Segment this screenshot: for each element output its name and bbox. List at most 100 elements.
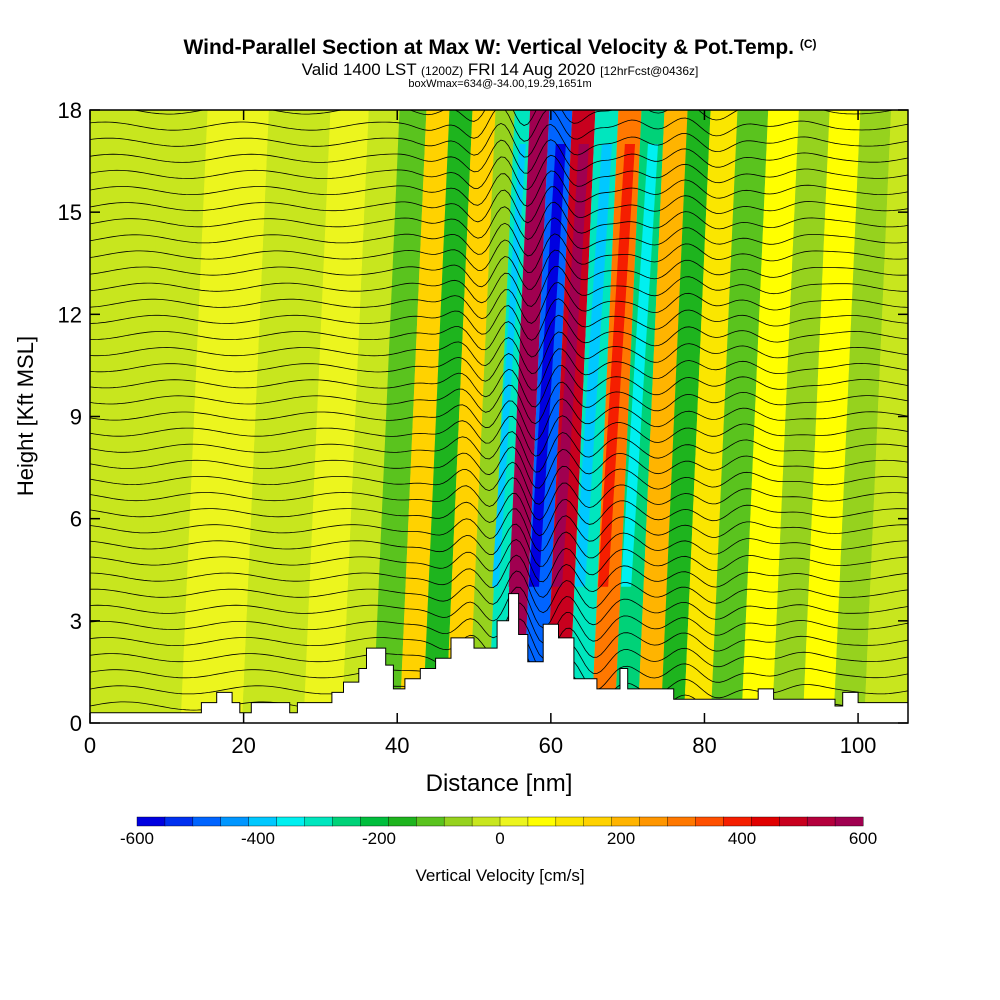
x-axis: 0 20 40 60 80 100 xyxy=(84,110,877,758)
isentrope-line xyxy=(90,186,908,224)
copyright-mark: (C) xyxy=(799,37,817,51)
w-band-core xyxy=(508,144,544,587)
isentrope-line xyxy=(90,554,908,598)
isentrope-line xyxy=(90,492,908,537)
w-band xyxy=(772,110,830,723)
isentrope-line xyxy=(90,381,908,425)
w-band-core xyxy=(528,144,566,587)
isentrope-line xyxy=(90,217,908,257)
isentrope-line xyxy=(90,233,908,274)
colorbar-swatch xyxy=(192,816,222,827)
colorbar: -600 -400 -200 0 200 400 600 xyxy=(120,816,877,848)
x-tick-label: 0 xyxy=(84,733,96,758)
isentrope-line xyxy=(90,477,908,521)
colorbar-swatch xyxy=(360,816,389,827)
w-band xyxy=(637,110,688,723)
colorbar-tick-label: -400 xyxy=(241,829,275,848)
isentrope-line xyxy=(90,461,908,505)
isentrope-line xyxy=(90,122,908,158)
chart-title-text: Wind-Parallel Section at Max W: Vertical… xyxy=(183,36,794,59)
w-band xyxy=(864,110,908,723)
w-band-core xyxy=(551,144,589,587)
colorbar-swatch xyxy=(667,816,696,827)
colorbar-swatch xyxy=(388,816,417,827)
isentrope-line xyxy=(90,201,908,240)
w-band-core xyxy=(621,144,659,587)
colorbar-swatch xyxy=(276,816,306,827)
colorbar-swatch xyxy=(416,816,445,827)
isentrope-line xyxy=(90,523,908,567)
colorbar-tick-label: 0 xyxy=(495,829,504,848)
w-band xyxy=(710,110,769,723)
colorbar-tick-label: 200 xyxy=(607,829,635,848)
colorbar-swatch xyxy=(471,816,501,827)
w-band xyxy=(372,110,427,723)
isentrope-line xyxy=(90,570,908,614)
colorbar-swatch xyxy=(583,816,613,827)
colorbar-tick-label: 600 xyxy=(849,829,877,848)
w-band xyxy=(422,110,473,723)
isentrope-line xyxy=(90,110,908,142)
valid-time-line: Valid 1400 LST (1200Z) FRI 14 Aug 2020 [… xyxy=(0,60,1000,80)
colorbar-swatch xyxy=(527,816,557,827)
isentrope-line xyxy=(90,249,908,290)
colorbar-swatch xyxy=(248,816,278,827)
y-tick-label: 0 xyxy=(70,711,82,736)
w-band xyxy=(660,110,711,723)
colorbar-swatch xyxy=(611,816,641,827)
colorbar-tick-label: 400 xyxy=(728,829,756,848)
colorbar-swatch xyxy=(695,816,724,827)
x-tick-label: 40 xyxy=(385,733,409,758)
y-tick-label: 18 xyxy=(58,98,82,123)
w-band xyxy=(833,110,892,723)
y-tick-label: 15 xyxy=(58,200,82,225)
y-tick-label: 9 xyxy=(70,405,82,430)
colorbar-swatch xyxy=(304,816,333,827)
y-axis-label: Height [Kft MSL] xyxy=(13,336,38,496)
valid-time-zulu: (1200Z) xyxy=(421,64,464,78)
isentrope-line xyxy=(90,398,908,441)
isentrope-line xyxy=(90,348,908,391)
isentrope-line xyxy=(90,415,908,457)
w-band xyxy=(468,110,515,723)
colorbar-swatch xyxy=(555,816,585,827)
isentrope-line xyxy=(90,282,908,324)
w-band xyxy=(341,110,400,723)
terrain-profile xyxy=(89,593,909,724)
valid-date: FRI 14 Aug 2020 xyxy=(467,60,596,79)
forecast-hour: [12hrFcst@0436z] xyxy=(600,64,699,78)
colorbar-swatch xyxy=(220,816,250,827)
y-tick-label: 6 xyxy=(70,507,82,532)
isentrope-line xyxy=(90,314,908,358)
isentrope-line xyxy=(90,170,908,207)
w-band-core xyxy=(574,144,612,587)
x-tick-label: 80 xyxy=(692,733,716,758)
isentrope-line xyxy=(90,154,908,191)
w-band xyxy=(134,110,208,723)
colorbar-swatch xyxy=(723,816,752,827)
y-tick-label: 12 xyxy=(58,302,82,327)
w-band-core xyxy=(492,144,526,587)
x-tick-label: 100 xyxy=(840,733,877,758)
w-band xyxy=(741,110,799,723)
w-band xyxy=(303,110,369,723)
isentrope-line xyxy=(90,446,908,489)
isentrope-line xyxy=(90,586,908,629)
colorbar-swatch xyxy=(751,816,780,827)
x-axis-label: Distance [nm] xyxy=(426,770,573,797)
chart-title: Wind-Parallel Section at Max W: Vertical… xyxy=(0,36,1000,60)
x-tick-label: 60 xyxy=(539,733,563,758)
y-axis: 0 3 6 9 12 15 18 xyxy=(58,98,908,736)
colorbar-swatch xyxy=(834,816,864,827)
w-band xyxy=(802,110,861,723)
isentrope-line xyxy=(90,431,908,473)
y-tick-label: 3 xyxy=(70,609,82,634)
w-band xyxy=(90,110,162,723)
colorbar-swatch xyxy=(332,816,361,827)
colorbar-tick-label: -600 xyxy=(120,829,154,848)
w-band xyxy=(445,110,496,723)
colorbar-swatch xyxy=(164,816,194,827)
isentrope-line xyxy=(90,139,908,174)
colorbar-label: Vertical Velocity [cm/s] xyxy=(415,866,584,885)
